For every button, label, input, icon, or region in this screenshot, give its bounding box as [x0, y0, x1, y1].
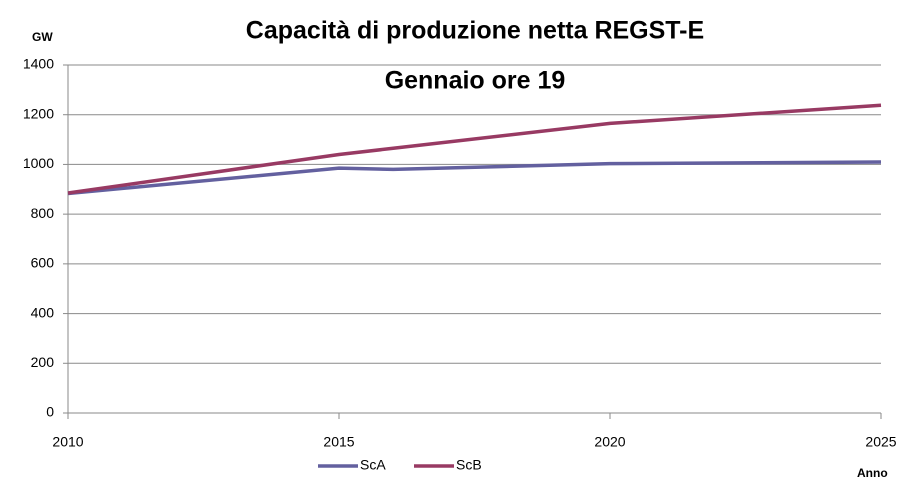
y-tick-label: 400 — [31, 304, 55, 320]
x-tick-label: 2025 — [865, 434, 896, 450]
legend-label: ScB — [456, 457, 482, 473]
y-tick-label: 600 — [31, 255, 55, 271]
y-tick-label: 200 — [31, 354, 55, 370]
y-tick-label: 1200 — [23, 105, 54, 121]
y-tick-label: 0 — [46, 404, 54, 420]
x-tick-label: 2020 — [594, 434, 625, 450]
y-tick-label: 800 — [31, 205, 55, 221]
x-tick-label: 2010 — [52, 434, 83, 450]
x-tick-label: 2015 — [323, 434, 354, 450]
chart-title: Capacità di produzione netta REGST-E — [246, 17, 704, 45]
line-series — [67, 103, 882, 195]
y-tick-label: 1400 — [23, 56, 54, 72]
y-tick-label: 1000 — [23, 155, 54, 171]
legend-label: ScA — [360, 457, 386, 473]
line-series — [67, 160, 882, 196]
chart-subtitle: Gennaio ore 19 — [385, 67, 566, 95]
y-axis-label: GW — [32, 30, 53, 44]
x-axis-label: Anno — [857, 466, 888, 480]
